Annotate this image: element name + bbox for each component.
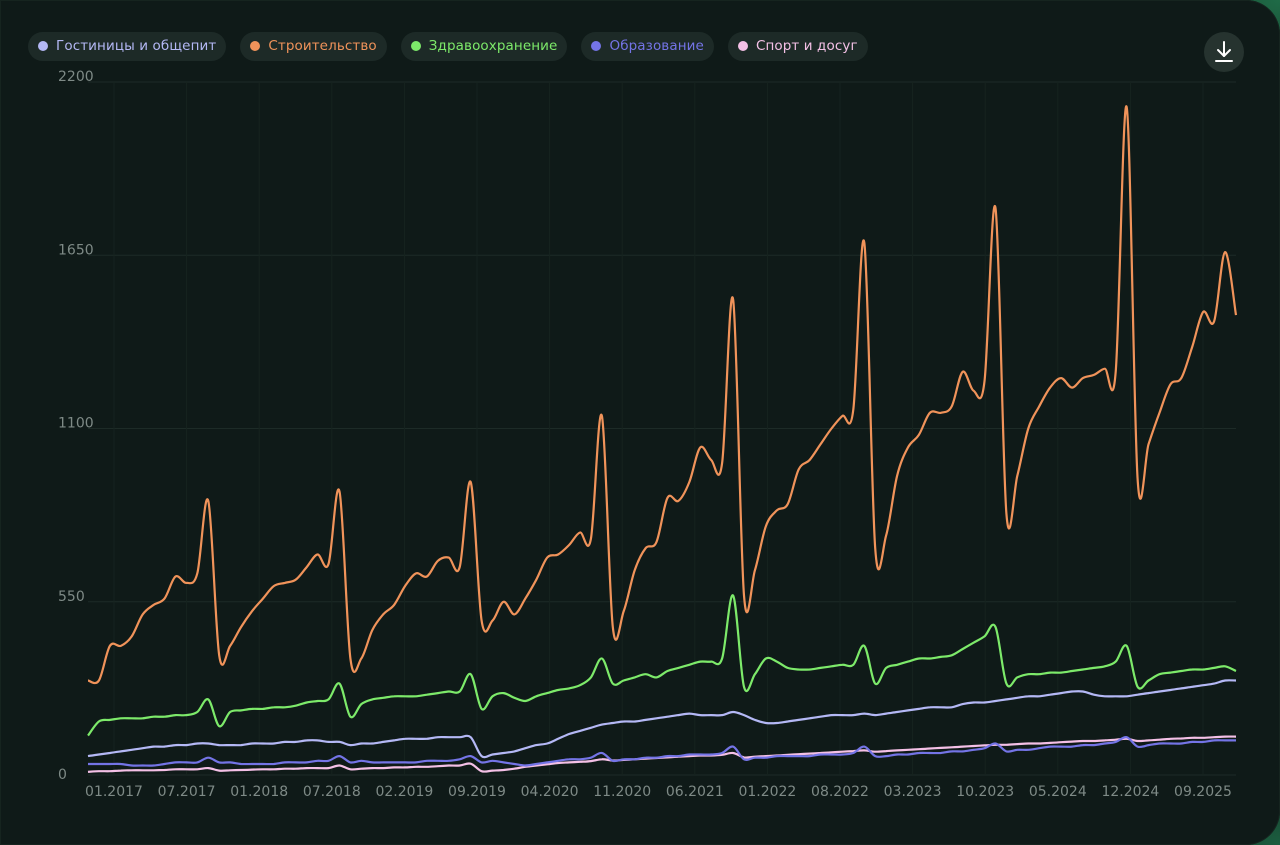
download-icon	[1215, 41, 1233, 62]
x-tick-label: 02.2019	[375, 784, 433, 800]
y-tick-label: 1650	[58, 242, 94, 258]
y-tick-label: 550	[58, 589, 85, 605]
series-line-1	[87, 594, 1237, 737]
legend-item-2[interactable]: Здравоохранение	[400, 31, 568, 61]
legend-label: Строительство	[268, 38, 377, 54]
x-tick-label: 05.2024	[1029, 784, 1087, 800]
series-line-3	[88, 736, 1236, 767]
grid-lines	[88, 81, 1236, 776]
series-line-2	[87, 679, 1237, 759]
series-lines	[87, 105, 1238, 773]
legend-label: Спорт и досуг	[755, 38, 858, 54]
legend-dot	[737, 41, 748, 51]
x-tick-label: 07.2017	[158, 784, 216, 800]
legend-item-4[interactable]: Спорт и досуг	[727, 31, 868, 61]
legend-dot	[591, 41, 602, 51]
x-tick-label: 11.2020	[593, 784, 651, 800]
x-tick-label: 09.2025	[1174, 784, 1232, 800]
x-tick-label: 10.2023	[956, 784, 1014, 800]
download-button[interactable]	[1204, 32, 1244, 72]
legend-item-0[interactable]: Гостиницы и общепит	[28, 31, 227, 61]
x-tick-label: 03.2023	[884, 784, 942, 800]
legend-item-1[interactable]: Строительство	[240, 31, 387, 61]
legend-item-3[interactable]: Образование	[581, 31, 714, 61]
y-tick-label: 2200	[58, 69, 94, 85]
x-tick-label: 01.2017	[85, 784, 143, 800]
x-tick-label: 01.2022	[738, 784, 796, 800]
series-line-0	[87, 105, 1238, 685]
legend-dot	[250, 41, 261, 51]
x-axis-ticks: 01.2017 07.2017 01.2018 07.2018 02.2019 09.20…	[85, 784, 1232, 800]
y-axis-ticks: 0 550 1100 1650 2200	[58, 69, 94, 783]
legend-label: Здравоохранение	[428, 38, 558, 54]
y-tick-label: 0	[58, 767, 67, 783]
chart-legend: Гостиницы и общепит Строительство Здравоох…	[28, 31, 868, 61]
x-tick-label: 04.2020	[521, 784, 579, 800]
x-tick-label: 06.2021	[666, 784, 724, 800]
x-tick-label: 07.2018	[303, 784, 361, 800]
x-tick-label: 09.2019	[448, 784, 506, 800]
series-line-4	[87, 735, 1237, 773]
legend-dot	[410, 41, 421, 51]
legend-dot	[38, 41, 48, 51]
x-tick-label: 08.2022	[811, 784, 869, 800]
legend-label: Гостиницы и общепит	[56, 38, 217, 54]
y-tick-label: 1100	[58, 416, 94, 432]
x-tick-label: 01.2018	[230, 784, 288, 800]
legend-label: Образование	[609, 38, 704, 54]
x-tick-label: 12.2024	[1101, 784, 1159, 800]
